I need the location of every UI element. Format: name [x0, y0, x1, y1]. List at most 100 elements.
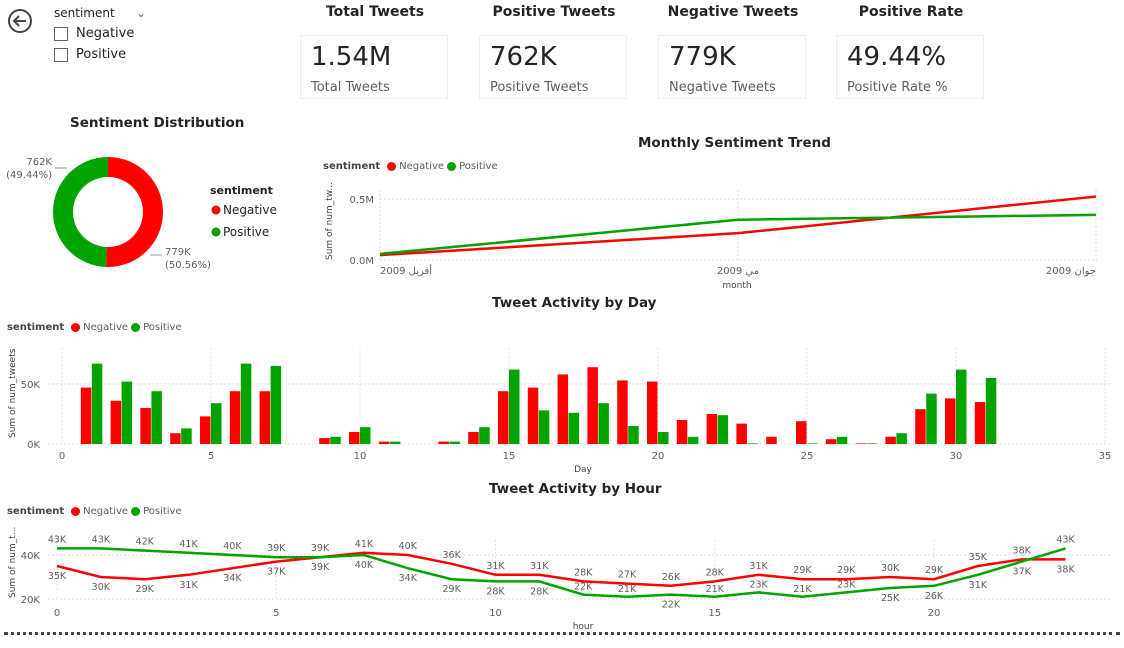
- bar-negative: [200, 416, 211, 444]
- data-label: 41K: [179, 539, 198, 550]
- bar-negative: [617, 380, 628, 444]
- bar-positive: [747, 443, 758, 444]
- back-button[interactable]: [7, 8, 32, 33]
- day-legend: sentiment Negative Positive: [7, 322, 182, 333]
- option-label: Negative: [76, 26, 135, 41]
- data-label: 40K: [223, 541, 242, 552]
- kpi-label: Negative Tweets: [669, 80, 776, 95]
- bar-positive: [240, 363, 252, 444]
- data-label: 43K: [48, 534, 67, 545]
- chevron-down-icon[interactable]: ⌄: [135, 6, 146, 20]
- data-label: 22K: [574, 582, 593, 593]
- data-label: 35K: [48, 571, 67, 582]
- kpi-value: 49.44%: [847, 42, 947, 72]
- bar-negative: [319, 438, 330, 444]
- kpi-label: Positive Rate %: [847, 80, 948, 95]
- x-tick-label: 20: [652, 451, 665, 462]
- sentiment-slicer: sentiment ⌄ Negative Positive: [54, 6, 154, 62]
- x-tick-label: 30: [950, 451, 963, 462]
- data-label: 43K: [92, 534, 111, 545]
- y-tick-label: 0.5M: [349, 195, 374, 206]
- x-tick-label: 0: [54, 608, 60, 619]
- data-label: 31K: [530, 561, 549, 572]
- kpi-label: Total Tweets: [311, 80, 390, 95]
- bar-negative: [438, 441, 449, 444]
- data-label: 39K: [311, 543, 330, 554]
- bar-negative: [229, 391, 241, 444]
- y-axis-title: Sum of num_tweets: [8, 348, 18, 438]
- data-label: 31K: [749, 561, 768, 572]
- bar-negative: [706, 414, 718, 444]
- bar-negative: [825, 439, 837, 444]
- bar-negative: [170, 433, 181, 444]
- bar-negative: [110, 400, 122, 444]
- checkbox[interactable]: [54, 47, 68, 62]
- bar-positive: [389, 441, 401, 444]
- slice-value-label: 762K: [26, 157, 52, 168]
- x-tick-label: 5: [208, 451, 214, 462]
- bar-negative: [378, 441, 390, 444]
- bar-negative: [557, 374, 569, 444]
- data-label: 38K: [1013, 545, 1032, 556]
- legend-title: sentiment: [323, 161, 381, 172]
- leader-lines: [55, 167, 162, 256]
- bar-negative: [498, 391, 509, 444]
- bar-negative: [259, 391, 271, 444]
- data-label: 21K: [618, 584, 637, 595]
- data-label: 34K: [399, 573, 418, 584]
- legend-title: sentiment: [7, 322, 65, 333]
- bar-positive: [836, 436, 848, 444]
- bar-negative: [885, 436, 896, 444]
- bar-negative: [140, 408, 151, 444]
- legend-positive: Positive: [143, 506, 182, 517]
- x-tick-label: جوان 2009: [1046, 266, 1096, 277]
- y-axis-title: Sum of num_t...: [8, 527, 18, 598]
- data-label: 29K: [442, 584, 461, 595]
- bar-negative: [855, 443, 867, 444]
- hour-legend: sentiment Negative Positive: [7, 506, 182, 517]
- bar-positive: [568, 412, 580, 444]
- slicer-option-positive[interactable]: Positive: [54, 47, 154, 62]
- legend-dot-negative: [211, 205, 221, 215]
- kpi-title: Positive Tweets: [492, 4, 616, 20]
- series-line-negative: [56, 551, 1066, 588]
- hour-activity-chart: 0 5 10 15 20 20K 40K hour Sum of num_t... 43K 35K 4…: [8, 527, 1110, 632]
- hour-title: Tweet Activity by Hour: [489, 481, 662, 497]
- kpi-card: 49.44% Positive Rate %: [836, 35, 984, 99]
- bar-negative: [796, 421, 807, 444]
- x-tick-label: مي 2009: [717, 266, 759, 277]
- bar-positive: [926, 393, 937, 444]
- series-line-positive: [57, 547, 1066, 599]
- kpi-title: Total Tweets: [325, 4, 425, 20]
- y-tick-label: 0.0M: [349, 256, 374, 267]
- slicer-option-negative[interactable]: Negative: [54, 26, 154, 41]
- arrow-left-circle-icon: [8, 9, 32, 33]
- bar-positive: [211, 403, 222, 444]
- bar-positive: [598, 403, 609, 444]
- legend-negative: Negative: [399, 161, 445, 172]
- option-label: Positive: [76, 47, 127, 62]
- bar-positive: [151, 391, 162, 444]
- legend-dot-positive: [211, 227, 221, 237]
- data-label: 28K: [530, 586, 549, 597]
- kpi-title: Negative Tweets: [667, 4, 799, 20]
- bar-negative: [647, 381, 658, 444]
- data-label: 28K: [486, 586, 505, 597]
- monthly-title: Monthly Sentiment Trend: [638, 135, 831, 151]
- monthly-legend: sentiment Negative Positive: [323, 161, 498, 172]
- bar-positive: [91, 363, 103, 444]
- day-title: Tweet Activity by Day: [492, 295, 657, 311]
- legend-negative: Negative: [83, 506, 129, 517]
- data-label: 31K: [969, 580, 988, 591]
- bar-positive: [896, 433, 907, 444]
- bar-positive: [628, 426, 639, 444]
- bar-positive: [658, 432, 669, 444]
- bar-negative: [468, 432, 479, 444]
- checkbox[interactable]: [54, 26, 68, 41]
- monthly-trend-chart: 0.0M 0.5M أفريل 2009 مي 2009 جوان 2009 month S…: [325, 182, 1100, 291]
- data-label: 30K: [881, 563, 900, 574]
- donut-slice-positive: [53, 157, 108, 267]
- x-tick-label: 35: [1099, 451, 1112, 462]
- slice-value-label: 779K: [165, 247, 191, 258]
- data-label: 40K: [355, 560, 374, 571]
